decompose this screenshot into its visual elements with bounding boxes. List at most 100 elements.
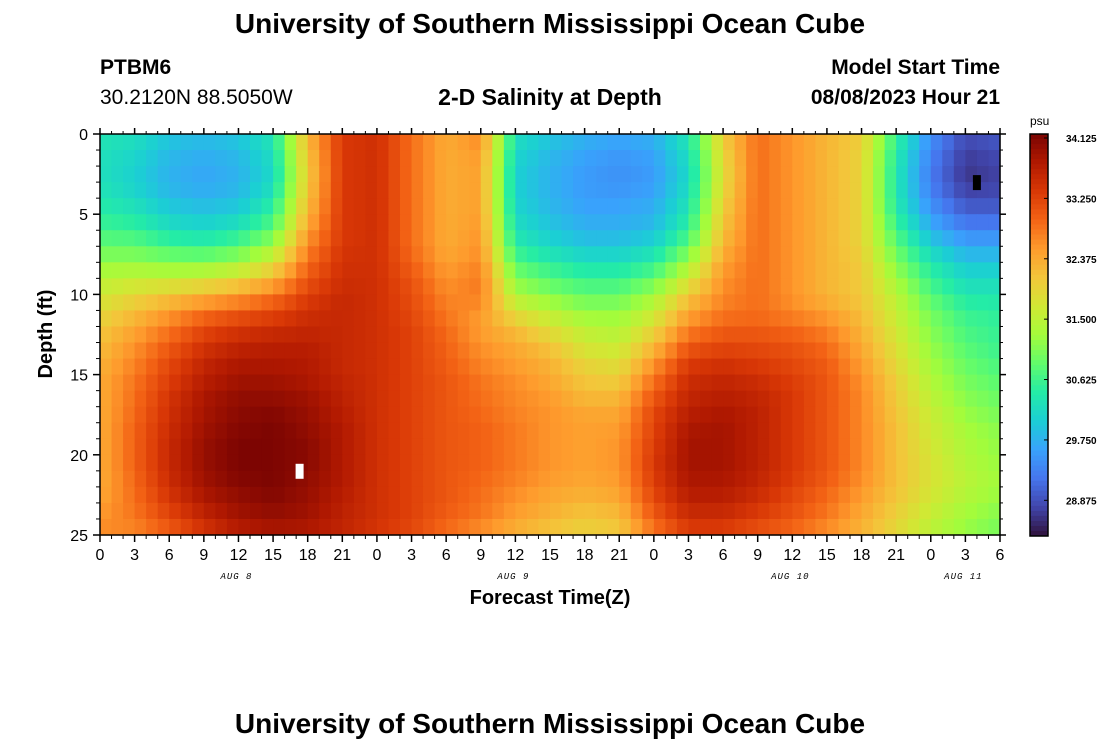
heatmap-cell [584,342,597,360]
heatmap-cell [100,438,113,456]
heatmap-cell [919,246,932,263]
heatmap-cell [792,438,805,456]
heatmap-cell [792,150,805,167]
heatmap-cell [411,230,424,247]
heatmap-cell [953,230,966,247]
heatmap-cell [769,150,782,167]
heatmap-cell [584,502,597,520]
heatmap-cell [965,502,978,520]
heatmap-cell [215,374,228,392]
heatmap-cell [146,310,159,328]
heatmap-cell [111,374,124,392]
heatmap-cell [192,182,205,199]
heatmap-cell [757,518,770,536]
heatmap-cell [653,150,666,167]
heatmap-cell [261,502,274,520]
heatmap-cell [492,198,505,215]
heatmap-cell [330,134,343,151]
heatmap-cell [757,246,770,263]
heatmap-cell [434,390,447,408]
heatmap-cell [469,406,482,424]
heatmap-cell [100,374,113,392]
heatmap-cell [769,502,782,520]
heatmap-cell [457,438,470,456]
heatmap-cell [723,390,736,408]
heatmap-cell [573,198,586,215]
colorbar-segment [1030,224,1048,230]
heatmap-cell [607,294,620,312]
heatmap-cell [376,518,390,536]
heatmap-cell [688,150,701,167]
heatmap-cell [261,326,274,344]
heatmap-cell [100,198,113,215]
heatmap-cell [700,166,713,183]
heatmap-cell [573,406,586,424]
heatmap-cell [584,182,597,199]
heatmap-cell [838,422,851,440]
heatmap-cell [561,294,574,312]
heatmap-cell [976,454,990,472]
heatmap-cell [711,214,724,231]
colorbar-segment [1030,480,1048,487]
heatmap-cell [619,166,632,183]
heatmap-cell [238,262,251,279]
heatmap-cell [965,310,978,328]
heatmap-cell [607,198,620,215]
heatmap-cell [503,470,516,488]
heatmap-cell [988,134,1001,151]
heatmap-cell [826,358,840,376]
heatmap-cell [630,438,643,456]
heatmap-cell [896,486,909,504]
heatmap-cell [192,230,205,247]
heatmap-cell [250,342,263,360]
heatmap-cell [215,182,228,199]
heatmap-cell [561,358,574,376]
heatmap-cell [319,182,332,199]
heatmap-cell [792,486,805,504]
heatmap-cell [653,518,666,536]
heatmap-cell [365,150,378,167]
heatmap-cell [688,406,701,424]
heatmap-cell [134,230,147,247]
heatmap-cell [896,262,909,279]
heatmap-cell [723,342,736,360]
colorbar-segment [1030,395,1048,401]
heatmap-cell [619,342,632,360]
heatmap-cell [423,342,436,360]
heatmap-cell [296,262,309,279]
heatmap-cell [688,214,701,231]
heatmap-cell [261,342,274,360]
heatmap-cell [238,422,251,440]
heatmap-cell [157,166,170,183]
heatmap-cell [584,390,597,408]
heatmap-cell [446,150,459,167]
heatmap-cell [953,214,966,231]
heatmap-cell [988,422,1001,440]
heatmap-cell [284,470,297,488]
heatmap-cell [388,246,401,263]
heatmap-cell [723,198,736,215]
heatmap-cell [561,438,574,456]
heatmap-cell [953,422,966,440]
heatmap-cell [215,166,228,183]
heatmap-cell [919,358,932,376]
heatmap-cell [146,278,159,295]
heatmap-cell [226,406,240,424]
heatmap-cell [134,342,147,360]
heatmap-cell [619,406,632,424]
heatmap-cell [873,454,886,472]
heatmap-cell [919,374,932,392]
heatmap-cell [792,182,805,199]
heatmap-cell [619,518,632,536]
colorbar-segment [1030,169,1048,175]
heatmap-cell [838,150,851,167]
heatmap-cell [330,502,343,520]
heatmap-cell [515,438,528,456]
heatmap-cell [757,326,770,344]
heatmap-cell [388,342,401,360]
heatmap-cell [653,438,666,456]
heatmap-cell [780,134,793,151]
heatmap-cell [988,310,1001,328]
heatmap-cell [746,230,759,247]
heatmap-cell [503,150,516,167]
